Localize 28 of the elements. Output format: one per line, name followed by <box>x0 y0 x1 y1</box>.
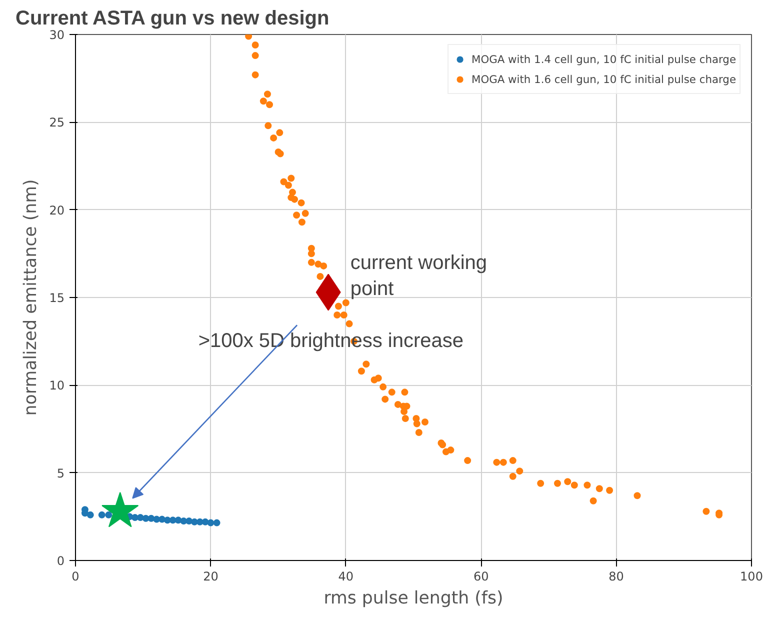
x-tick-label: 20 <box>203 570 218 584</box>
x-axis-title: rms pulse length (fs) <box>324 588 504 608</box>
x-tick-label: 0 <box>72 570 80 584</box>
annotation: current working point <box>350 252 488 300</box>
point <box>105 511 112 518</box>
x-tick-label: 60 <box>473 570 489 584</box>
x-tick-label: 40 <box>338 570 354 584</box>
point <box>213 519 220 526</box>
y-axis-title: normalized emittance (nm) <box>21 179 42 416</box>
y-tick-label: 0 <box>56 554 65 568</box>
x-tick-label: 100 <box>740 570 763 584</box>
y-tick-label: 15 <box>49 291 65 305</box>
y-tick-label: 20 <box>49 203 65 218</box>
point <box>180 518 188 525</box>
legend-label: MOGA with 1.6 cell gun, 10 fC initial pulse charge <box>472 72 736 86</box>
y-tick-label: 5 <box>56 466 65 480</box>
point <box>86 511 94 518</box>
y-tick-label: 10 <box>49 378 65 393</box>
annotation: >100x 5D brightness increase <box>198 330 464 352</box>
y-tick-label: 30 <box>49 28 65 42</box>
point <box>136 514 144 522</box>
legend-label: MOGA with 1.4 cell gun, 10 fC initial pulse charge <box>472 52 736 66</box>
point <box>196 518 204 526</box>
point <box>207 519 214 526</box>
point <box>98 511 106 518</box>
x-tick-label: 80 <box>608 570 624 584</box>
y-tick-label: 25 <box>49 116 65 130</box>
chart-title: Current ASTA gun vs new design <box>16 8 330 30</box>
